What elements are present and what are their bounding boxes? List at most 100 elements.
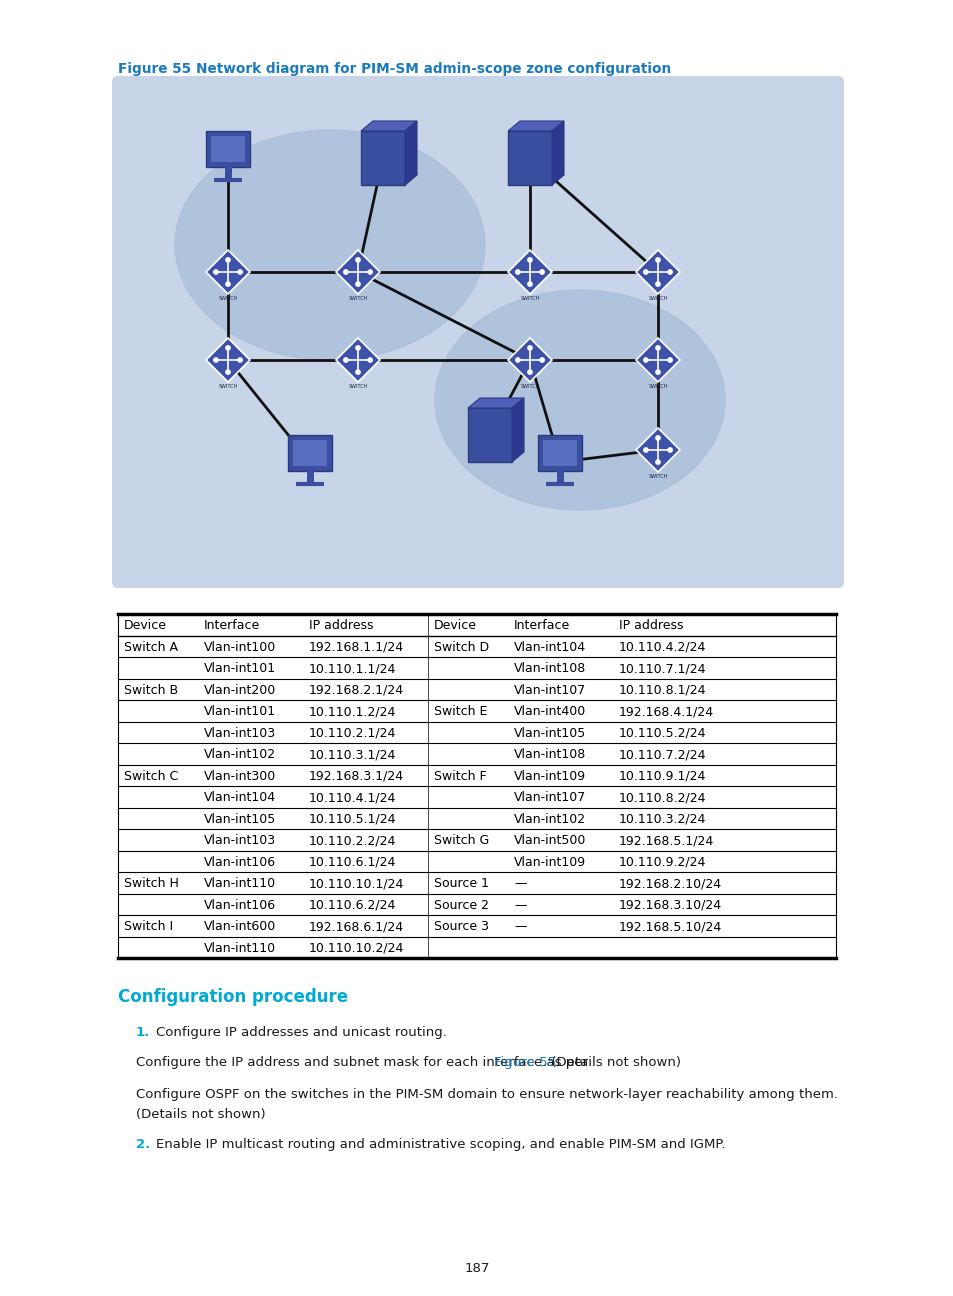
FancyBboxPatch shape — [112, 76, 843, 588]
Circle shape — [367, 358, 373, 363]
Text: Vlan-int500: Vlan-int500 — [514, 835, 586, 848]
Circle shape — [527, 369, 533, 375]
Text: Vlan-int101: Vlan-int101 — [204, 705, 275, 718]
Polygon shape — [360, 121, 416, 131]
Circle shape — [642, 270, 648, 275]
Text: 10.110.5.2/24: 10.110.5.2/24 — [618, 727, 706, 740]
Circle shape — [213, 270, 218, 275]
FancyBboxPatch shape — [360, 131, 405, 185]
Text: 10.110.1.2/24: 10.110.1.2/24 — [309, 705, 395, 718]
Polygon shape — [507, 338, 552, 382]
Circle shape — [655, 257, 660, 263]
Text: Switch A: Switch A — [124, 640, 178, 653]
Text: Vlan-int108: Vlan-int108 — [514, 748, 586, 761]
Text: 10.110.6.1/24: 10.110.6.1/24 — [309, 855, 395, 868]
Text: Switch C: Switch C — [124, 770, 178, 783]
Text: 10.110.8.2/24: 10.110.8.2/24 — [618, 792, 706, 805]
Text: Vlan-int300: Vlan-int300 — [204, 770, 276, 783]
Text: Vlan-int107: Vlan-int107 — [514, 792, 586, 805]
Text: 192.168.4.1/24: 192.168.4.1/24 — [618, 705, 714, 718]
Text: (Details not shown): (Details not shown) — [136, 1108, 265, 1121]
Circle shape — [343, 358, 349, 363]
Text: SWITCH: SWITCH — [648, 474, 667, 480]
Text: Vlan-int109: Vlan-int109 — [514, 770, 585, 783]
FancyBboxPatch shape — [288, 435, 332, 470]
Text: Vlan-int200: Vlan-int200 — [204, 684, 276, 697]
Circle shape — [527, 257, 533, 263]
Text: 10.110.3.2/24: 10.110.3.2/24 — [618, 813, 705, 826]
Circle shape — [655, 345, 660, 351]
Circle shape — [655, 435, 660, 441]
Circle shape — [515, 270, 520, 275]
Text: 187: 187 — [464, 1262, 489, 1275]
Text: Source 3: Source 3 — [434, 920, 489, 933]
FancyBboxPatch shape — [293, 441, 327, 467]
Ellipse shape — [174, 130, 484, 360]
Circle shape — [213, 358, 218, 363]
Text: Vlan-int103: Vlan-int103 — [204, 727, 275, 740]
Text: Configure IP addresses and unicast routing.: Configure IP addresses and unicast routi… — [156, 1026, 446, 1039]
Text: Vlan-int105: Vlan-int105 — [204, 813, 276, 826]
Text: Vlan-int108: Vlan-int108 — [514, 662, 586, 675]
Text: 10.110.10.2/24: 10.110.10.2/24 — [309, 942, 404, 955]
Circle shape — [655, 369, 660, 375]
Text: SWITCH: SWITCH — [348, 384, 367, 389]
Text: Configure the IP address and subnet mask for each interface as per: Configure the IP address and subnet mask… — [136, 1056, 592, 1069]
Text: 10.110.7.1/24: 10.110.7.1/24 — [618, 662, 706, 675]
Text: Figure 55 Network diagram for PIM-SM admin-scope zone configuration: Figure 55 Network diagram for PIM-SM adm… — [118, 62, 671, 76]
Circle shape — [225, 257, 231, 263]
FancyBboxPatch shape — [468, 408, 512, 461]
Text: 10.110.5.1/24: 10.110.5.1/24 — [309, 813, 396, 826]
Circle shape — [666, 447, 672, 452]
Circle shape — [527, 345, 533, 351]
Text: SWITCH: SWITCH — [648, 297, 667, 301]
Polygon shape — [507, 250, 552, 294]
Circle shape — [343, 270, 349, 275]
Polygon shape — [206, 338, 250, 382]
Text: 10.110.9.1/24: 10.110.9.1/24 — [618, 770, 705, 783]
Text: —: — — [514, 877, 526, 890]
Text: Interface: Interface — [204, 619, 260, 632]
Circle shape — [367, 270, 373, 275]
Text: —: — — [514, 898, 526, 912]
Circle shape — [515, 358, 520, 363]
FancyBboxPatch shape — [206, 131, 250, 167]
Text: 10.110.2.1/24: 10.110.2.1/24 — [309, 727, 395, 740]
Text: Switch G: Switch G — [434, 835, 489, 848]
Polygon shape — [636, 250, 679, 294]
Text: Switch D: Switch D — [434, 640, 489, 653]
Text: 192.168.6.1/24: 192.168.6.1/24 — [309, 920, 404, 933]
Polygon shape — [206, 250, 250, 294]
Text: Vlan-int109: Vlan-int109 — [514, 855, 585, 868]
Text: —: — — [514, 920, 526, 933]
Text: Configuration procedure: Configuration procedure — [118, 988, 348, 1006]
Text: 192.168.3.10/24: 192.168.3.10/24 — [618, 898, 721, 912]
Text: SWITCH: SWITCH — [519, 297, 539, 301]
Polygon shape — [335, 250, 379, 294]
Text: Switch B: Switch B — [124, 684, 178, 697]
Circle shape — [538, 358, 544, 363]
Circle shape — [527, 281, 533, 286]
Text: SWITCH: SWITCH — [648, 384, 667, 389]
Circle shape — [642, 358, 648, 363]
Circle shape — [355, 369, 360, 375]
Circle shape — [655, 459, 660, 465]
Text: Vlan-int102: Vlan-int102 — [514, 813, 585, 826]
Text: 10.110.4.1/24: 10.110.4.1/24 — [309, 792, 395, 805]
Text: 192.168.5.1/24: 192.168.5.1/24 — [618, 835, 714, 848]
Text: Configure OSPF on the switches in the PIM-SM domain to ensure network-layer reac: Configure OSPF on the switches in the PI… — [136, 1089, 837, 1102]
FancyBboxPatch shape — [537, 435, 581, 470]
Circle shape — [225, 281, 231, 286]
Text: SWITCH: SWITCH — [348, 297, 367, 301]
Text: Vlan-int400: Vlan-int400 — [514, 705, 586, 718]
Text: 10.110.1.1/24: 10.110.1.1/24 — [309, 662, 395, 675]
Text: Vlan-int106: Vlan-int106 — [204, 898, 275, 912]
Text: 10.110.10.1/24: 10.110.10.1/24 — [309, 877, 404, 890]
Polygon shape — [468, 398, 523, 408]
Text: 192.168.2.10/24: 192.168.2.10/24 — [618, 877, 721, 890]
Text: Vlan-int103: Vlan-int103 — [204, 835, 275, 848]
Text: Source 1: Source 1 — [434, 877, 489, 890]
Polygon shape — [335, 338, 379, 382]
Text: 10.110.2.2/24: 10.110.2.2/24 — [309, 835, 395, 848]
Text: 10.110.8.1/24: 10.110.8.1/24 — [618, 684, 706, 697]
